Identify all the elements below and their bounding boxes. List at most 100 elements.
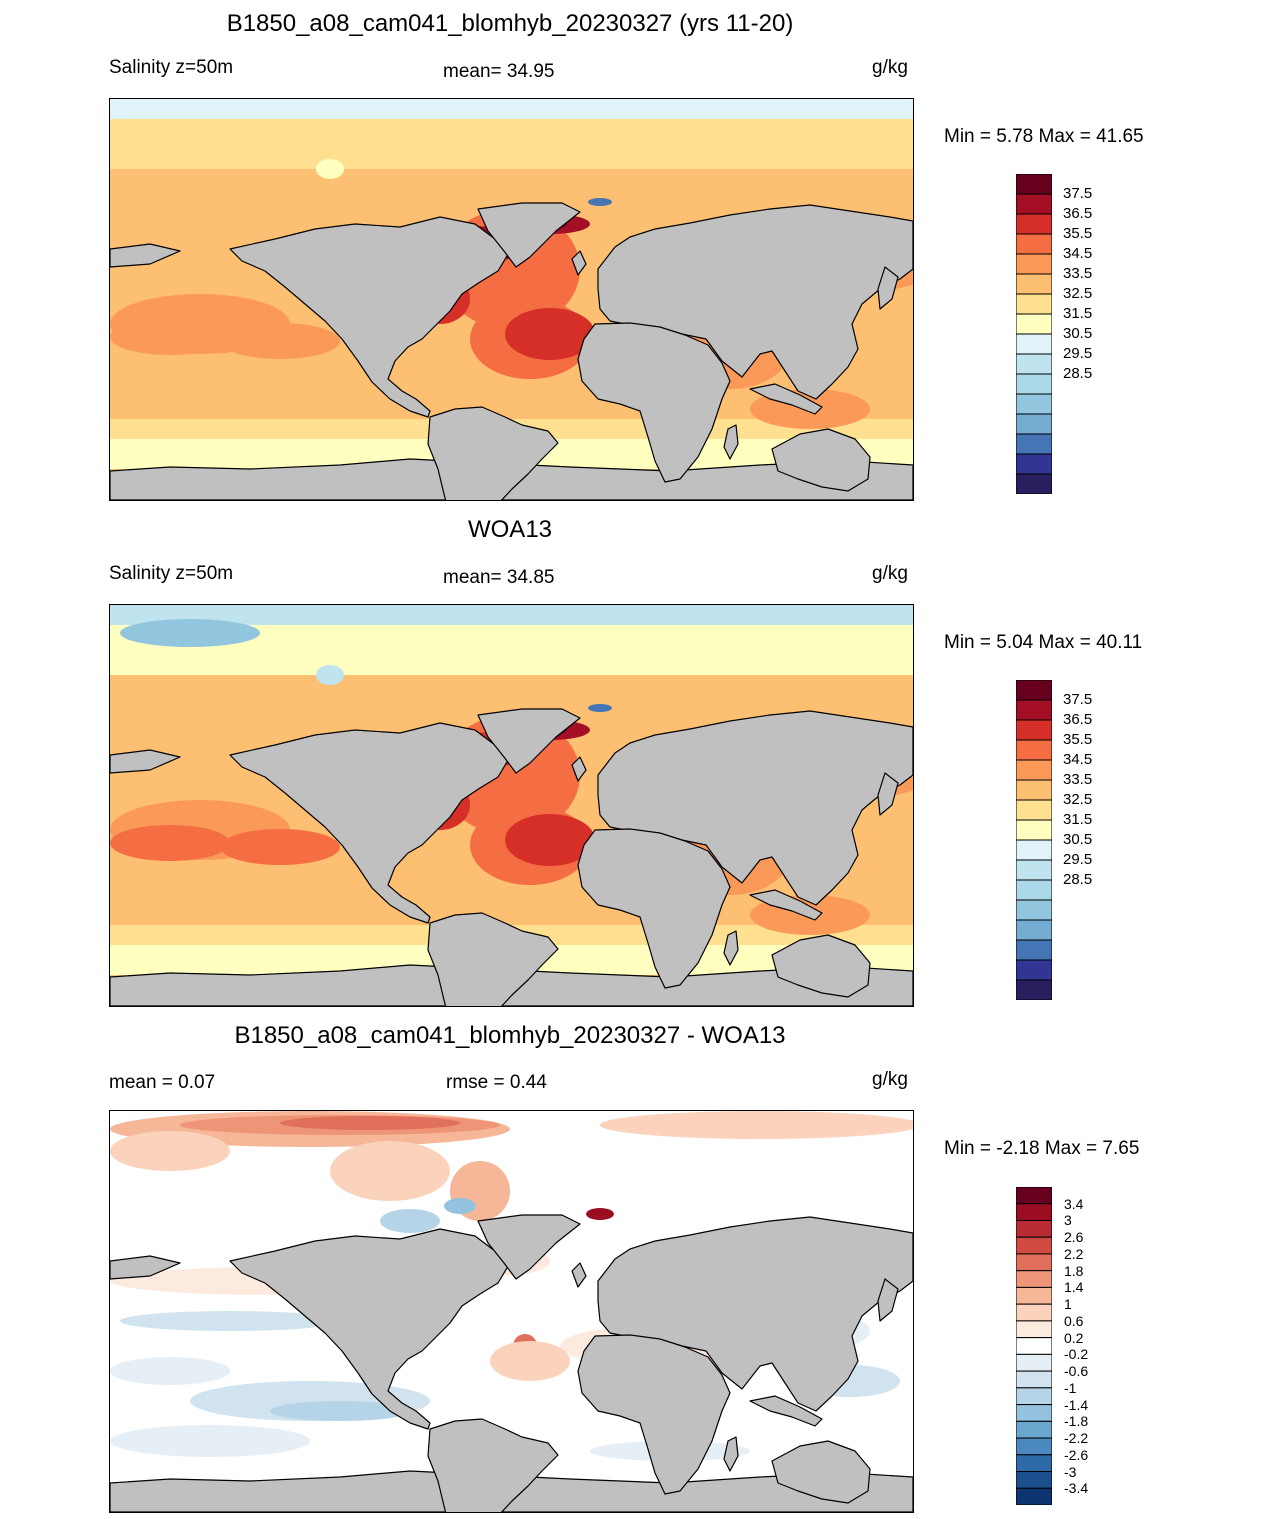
colorbar-label: 31.5 xyxy=(1063,811,1093,828)
rmse-label: rmse = 0.44 xyxy=(446,1072,547,1093)
colorbar-swatch xyxy=(1016,1187,1052,1205)
colorbar-label: 0.2 xyxy=(1064,1329,1084,1346)
colorbar-label: 31.5 xyxy=(1063,305,1093,322)
panel-difference: B1850_a08_cam041_blomhyb_20230327 - WOA1… xyxy=(0,1012,1285,1518)
colorbar-swatch xyxy=(1016,959,1052,981)
colorbar-label: 29.5 xyxy=(1063,345,1093,362)
colorbar-label: -1.8 xyxy=(1064,1413,1089,1430)
colorbar-swatch xyxy=(1016,433,1052,455)
colorbar-swatch xyxy=(1016,799,1052,821)
colorbar-label: 30.5 xyxy=(1063,831,1093,848)
landmass-japan xyxy=(877,1278,899,1322)
landmass-alaskaTip xyxy=(110,749,181,774)
salinity-map xyxy=(109,98,914,501)
salinity-difference-map xyxy=(109,1110,914,1513)
landmass-madagascar xyxy=(723,1436,739,1472)
colorbar-label: 2.2 xyxy=(1064,1245,1084,1262)
colorbar-label: 32.5 xyxy=(1063,285,1093,302)
landmass-northAmerica xyxy=(229,216,511,418)
colorbar-swatch xyxy=(1016,1370,1052,1389)
colorbar-label: -0.6 xyxy=(1064,1363,1089,1380)
colorbar-swatch xyxy=(1016,253,1052,275)
colorbar xyxy=(1016,174,1052,494)
landmass-indonesia xyxy=(749,889,823,921)
colorbar-swatch xyxy=(1016,1353,1052,1372)
map-canvas xyxy=(110,99,913,500)
colorbar-label: -3.4 xyxy=(1064,1480,1089,1497)
colorbar-label: 1.8 xyxy=(1064,1262,1084,1279)
colorbar-label: 32.5 xyxy=(1063,791,1093,808)
colorbar-label: -2.6 xyxy=(1064,1446,1089,1463)
colorbar-swatch xyxy=(1016,719,1052,741)
landmass-northAmerica xyxy=(229,1228,511,1430)
colorbar-swatch xyxy=(1016,233,1052,255)
colorbar-label: -1.4 xyxy=(1064,1396,1089,1413)
landmass-africa xyxy=(577,322,731,483)
landmass-greenland xyxy=(477,1214,581,1280)
landmass-greenland xyxy=(477,708,581,774)
units-label: g/kg xyxy=(872,57,908,78)
colorbar-swatch xyxy=(1016,1303,1052,1322)
mean-label: mean= 34.95 xyxy=(443,61,555,82)
colorbar-swatch xyxy=(1016,779,1052,801)
salinity-map xyxy=(109,604,914,1007)
colorbar-label: 28.5 xyxy=(1063,365,1093,382)
colorbar-swatch xyxy=(1016,1471,1052,1489)
landmass-madagascar xyxy=(723,424,739,460)
panel-model: B1850_a08_cam041_blomhyb_20230327 (yrs 1… xyxy=(0,0,1285,506)
landmass-southAmerica xyxy=(427,1418,559,1512)
colorbar-swatch xyxy=(1016,413,1052,435)
colorbar-label: 1.4 xyxy=(1064,1279,1084,1296)
panel-title: WOA13 xyxy=(467,516,553,543)
colorbar-swatch xyxy=(1016,1270,1052,1288)
landmass-uk xyxy=(571,250,587,276)
colorbar-swatch xyxy=(1016,879,1052,901)
colorbar-swatch xyxy=(1016,1420,1052,1439)
colorbar-swatch xyxy=(1016,313,1052,335)
colorbar-label: -1 xyxy=(1064,1379,1077,1396)
colorbar-swatch xyxy=(1016,1404,1052,1422)
colorbar-swatch xyxy=(1016,680,1052,701)
colorbar-swatch xyxy=(1016,353,1052,375)
landmass-australia xyxy=(771,428,871,492)
colorbar-label: 2.6 xyxy=(1064,1229,1084,1246)
colorbar-label: 28.5 xyxy=(1063,871,1093,888)
landmass-africa xyxy=(577,828,731,989)
colorbar-swatch xyxy=(1016,393,1052,415)
colorbar-swatch xyxy=(1016,939,1052,961)
colorbar-label: 30.5 xyxy=(1063,325,1093,342)
colorbar-label: 37.5 xyxy=(1063,691,1093,708)
colorbar-swatch xyxy=(1016,453,1052,475)
landmass-southAmerica xyxy=(427,912,559,1006)
panel-title: B1850_a08_cam041_blomhyb_20230327 - WOA1… xyxy=(234,1022,786,1049)
colorbar-swatch xyxy=(1016,1253,1052,1272)
mean-label: mean = 0.07 xyxy=(109,1072,216,1093)
map-canvas xyxy=(110,1111,913,1512)
colorbar-label: 3.4 xyxy=(1064,1195,1084,1212)
colorbar-swatch xyxy=(1016,759,1052,781)
colorbar-label: 36.5 xyxy=(1063,205,1093,222)
landmass-indonesia xyxy=(749,1395,823,1427)
colorbar-swatch xyxy=(1016,1454,1052,1473)
colorbar-label: 29.5 xyxy=(1063,851,1093,868)
colorbar-label: 3 xyxy=(1064,1212,1072,1229)
land-mask xyxy=(110,708,913,1006)
colorbar-label: -2.2 xyxy=(1064,1430,1089,1447)
colorbar-swatch xyxy=(1016,193,1052,215)
landmass-australia xyxy=(771,934,871,998)
colorbar-swatch xyxy=(1016,859,1052,881)
colorbar xyxy=(1016,1187,1052,1505)
landmass-uk xyxy=(571,756,587,782)
colorbar-swatch xyxy=(1016,273,1052,295)
colorbar-swatch xyxy=(1016,473,1052,494)
colorbar-swatch xyxy=(1016,1320,1052,1339)
colorbar-label: 34.5 xyxy=(1063,751,1093,768)
colorbar-label: 34.5 xyxy=(1063,245,1093,262)
field-label: Salinity z=50m xyxy=(109,563,234,584)
landmass-greenland xyxy=(477,202,581,268)
colorbar-label: 36.5 xyxy=(1063,711,1093,728)
colorbar-swatch xyxy=(1016,1337,1052,1355)
colorbar-swatch xyxy=(1016,1203,1052,1221)
mean-label: mean= 34.85 xyxy=(443,567,555,588)
colorbar-swatch xyxy=(1016,739,1052,761)
